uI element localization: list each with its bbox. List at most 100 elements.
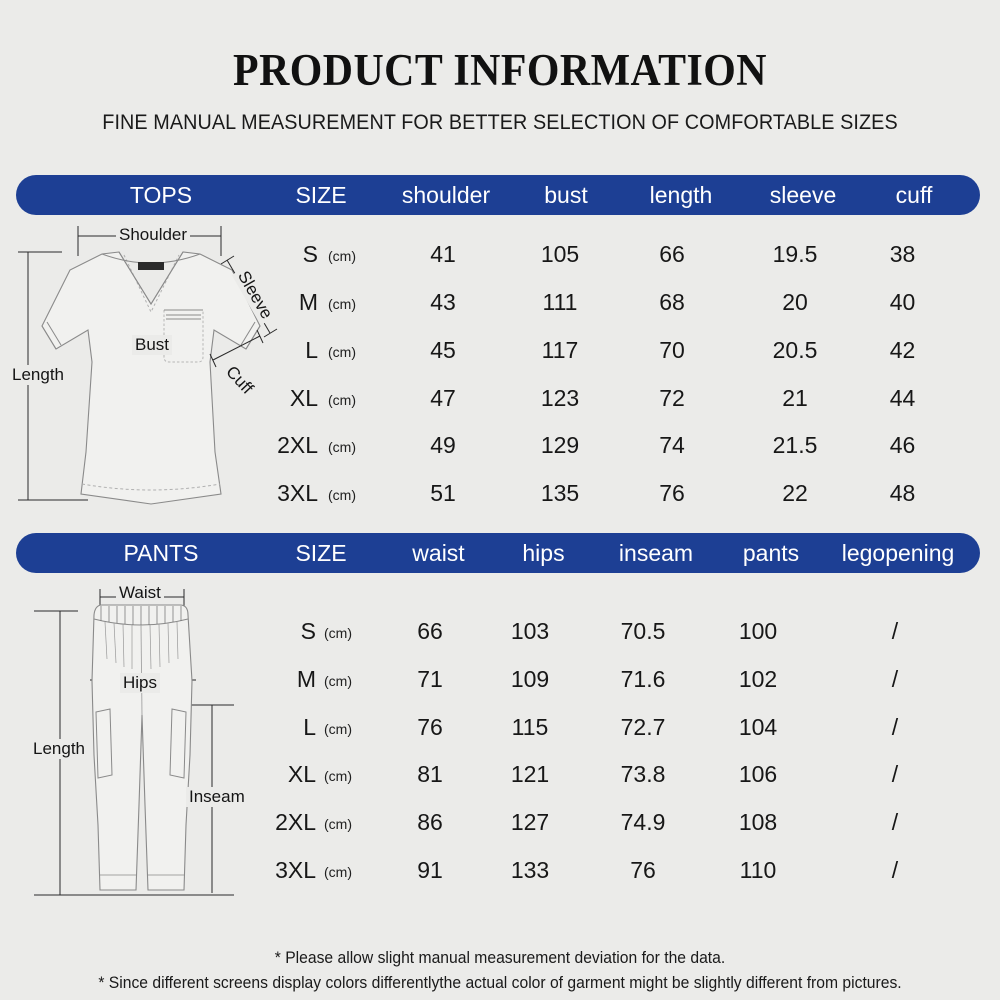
- pants-cell-legopening: /: [891, 666, 899, 692]
- pants-cell-pants: 102: [738, 666, 778, 692]
- pants-cell-size: 3XL: [275, 857, 316, 883]
- pants-cell-waist: 66: [417, 618, 443, 644]
- pants-cell-inseam: 76: [630, 857, 656, 883]
- pants-cell-unit: (cm): [324, 864, 352, 880]
- tops-cell-sleeve: 20: [782, 289, 808, 315]
- tops-cell-size: 2XL: [277, 432, 318, 458]
- pants-cell-unit: (cm): [324, 673, 352, 689]
- pants-col-hips: hips: [522, 540, 565, 566]
- pants-cell-inseam: 70.5: [620, 618, 666, 644]
- pants-cell-waist: 76: [417, 714, 443, 740]
- tops-cell-length: 66: [659, 241, 685, 267]
- pants-label-waist: Waist: [116, 583, 164, 603]
- page-subtitle: FINE MANUAL MEASUREMENT FOR BETTER SELEC…: [102, 110, 898, 134]
- tops-cell-cuff: 46: [889, 432, 916, 458]
- pants-cell-legopening: /: [891, 809, 899, 835]
- pants-header-bar: PANTS SIZE waist hips inseam pants legop…: [16, 533, 980, 573]
- pants-diagram: Waist Hips Length Inseam: [6, 575, 296, 910]
- tops-cell-cuff: 44: [889, 385, 916, 411]
- tops-cell-sleeve: 21: [782, 385, 808, 411]
- tops-cell-bust: 129: [540, 432, 580, 458]
- pants-cell-inseam: 74.9: [620, 809, 666, 835]
- tops-cell-cuff: 38: [889, 241, 916, 267]
- tops-cell-cuff: 42: [889, 337, 916, 363]
- pants-cell-pants: 100: [738, 618, 778, 644]
- pants-label-hips: Hips: [120, 673, 161, 693]
- tops-cell-unit: (cm): [328, 392, 356, 408]
- pants-cell-waist: 81: [417, 761, 443, 787]
- pants-cell-size: 2XL: [275, 809, 316, 835]
- tops-cell-unit: (cm): [328, 439, 356, 455]
- tops-cell-unit: (cm): [328, 248, 356, 264]
- tops-cell-sleeve: 21.5: [772, 432, 818, 458]
- tops-col-sleeve: sleeve: [769, 182, 837, 208]
- pants-cell-pants: 104: [738, 714, 778, 740]
- pants-col-legopening: legopening: [841, 540, 955, 566]
- tops-cell-shoulder: 49: [430, 432, 456, 458]
- pants-cell-hips: 121: [510, 761, 550, 787]
- pants-cell-size: M: [296, 666, 316, 692]
- footnote-measurement-deviation: * Please allow slight manual measurement…: [274, 949, 726, 967]
- pants-cell-waist: 71: [417, 666, 443, 692]
- pants-cell-unit: (cm): [324, 625, 352, 641]
- tops-cell-cuff: 48: [889, 480, 916, 506]
- pants-col-pants: pants: [742, 540, 800, 566]
- pants-label-inseam: Inseam: [186, 787, 248, 807]
- pants-col-inseam: inseam: [618, 540, 694, 566]
- pants-col-waist: waist: [412, 540, 465, 566]
- tops-col-bust: bust: [544, 182, 588, 208]
- pants-cell-unit: (cm): [324, 721, 352, 737]
- tops-col-cuff: cuff: [895, 182, 933, 208]
- tops-label-bust: Bust: [132, 335, 173, 355]
- pants-cell-inseam: 71.6: [620, 666, 666, 692]
- pants-cell-waist: 86: [417, 809, 443, 835]
- pants-cell-hips: 127: [510, 809, 550, 835]
- tops-diagram: Shoulder Bust Length Sleeve Cuff: [6, 212, 296, 517]
- tops-cell-unit: (cm): [328, 344, 356, 360]
- tops-garment-drawing: [18, 226, 278, 505]
- pants-cell-unit: (cm): [324, 768, 352, 784]
- pants-cell-hips: 109: [510, 666, 550, 692]
- pants-cell-inseam: 72.7: [620, 714, 666, 740]
- tops-cell-bust: 135: [540, 480, 580, 506]
- neck-label-tag: [138, 262, 164, 270]
- tops-header-bar: TOPS SIZE shoulder bust length sleeve cu…: [16, 175, 980, 215]
- pants-cell-size: L: [303, 714, 316, 740]
- tops-cell-length: 72: [659, 385, 685, 411]
- tops-cell-unit: (cm): [328, 296, 356, 312]
- tops-cell-shoulder: 41: [430, 241, 456, 267]
- tops-cell-bust: 111: [542, 289, 578, 315]
- tops-cell-sleeve: 20.5: [772, 337, 818, 363]
- tops-section-label: TOPS: [129, 182, 193, 208]
- pants-label-length: Length: [30, 739, 88, 759]
- tops-cell-size: L: [305, 337, 318, 363]
- tops-cell-length: 68: [659, 289, 685, 315]
- pants-section-label: PANTS: [123, 540, 199, 566]
- tops-cell-length: 74: [659, 432, 685, 458]
- tops-cell-cuff: 40: [889, 289, 916, 315]
- tops-cell-shoulder: 47: [430, 385, 456, 411]
- tops-cell-size: M: [298, 289, 318, 315]
- tops-cell-unit: (cm): [328, 487, 356, 503]
- pants-cell-legopening: /: [891, 618, 899, 644]
- pants-cell-inseam: 73.8: [620, 761, 666, 787]
- tops-cell-bust: 105: [540, 241, 580, 267]
- pants-cell-hips: 133: [510, 857, 550, 883]
- tops-cell-size: S: [302, 241, 318, 267]
- tops-cell-bust: 117: [541, 337, 579, 363]
- pants-cell-size: S: [300, 618, 316, 644]
- pants-cell-size: XL: [287, 761, 316, 787]
- tops-col-size: SIZE: [295, 182, 347, 208]
- tops-cell-shoulder: 51: [430, 480, 456, 506]
- pants-cell-pants: 108: [738, 809, 778, 835]
- tops-cell-length: 70: [659, 337, 685, 363]
- pants-cell-legopening: /: [891, 714, 899, 740]
- tops-cell-shoulder: 43: [430, 289, 456, 315]
- tops-cell-shoulder: 45: [430, 337, 456, 363]
- tops-cell-sleeve: 22: [782, 480, 808, 506]
- pants-col-size: SIZE: [295, 540, 347, 566]
- tops-cell-bust: 123: [540, 385, 580, 411]
- pants-cell-legopening: /: [891, 857, 899, 883]
- tops-col-length: length: [649, 182, 713, 208]
